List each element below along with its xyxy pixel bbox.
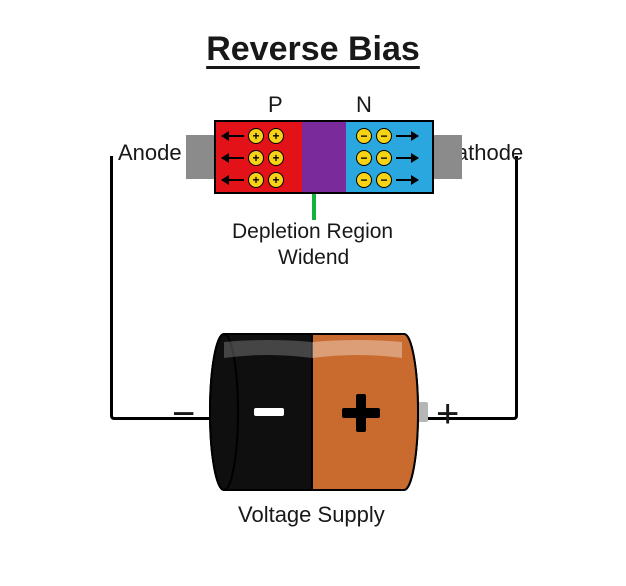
hole-carrier: + bbox=[268, 128, 284, 144]
pn-junction-diode: + + + + + + − − − − bbox=[186, 120, 462, 194]
minus-sign: − bbox=[172, 392, 195, 437]
pn-junction: + + + + + + − − − − bbox=[214, 120, 434, 194]
p-label: P bbox=[268, 92, 283, 118]
arrow-right-icon bbox=[396, 157, 418, 159]
plus-sign: + bbox=[436, 392, 459, 437]
arrow-right-icon bbox=[396, 135, 418, 137]
depletion-pointer bbox=[312, 194, 316, 220]
p-region: + + + + + + bbox=[216, 122, 302, 192]
hole-carrier: + bbox=[248, 172, 264, 188]
diagram-title: Reverse Bias bbox=[206, 30, 420, 69]
depletion-region bbox=[302, 122, 346, 192]
hole-carrier: + bbox=[248, 128, 264, 144]
cathode-terminal bbox=[434, 135, 462, 179]
arrow-left-icon bbox=[222, 135, 244, 137]
hole-carrier: + bbox=[248, 150, 264, 166]
electron-carrier: − bbox=[376, 128, 392, 144]
voltage-supply-label: Voltage Supply bbox=[238, 502, 385, 528]
anode-terminal bbox=[186, 135, 214, 179]
arrow-left-icon bbox=[222, 157, 244, 159]
hole-carrier: + bbox=[268, 150, 284, 166]
electron-carrier: − bbox=[376, 150, 392, 166]
electron-carrier: − bbox=[376, 172, 392, 188]
arrow-right-icon bbox=[396, 179, 418, 181]
electron-carrier: − bbox=[356, 128, 372, 144]
battery-voltage-supply bbox=[204, 328, 428, 496]
electron-carrier: − bbox=[356, 172, 372, 188]
arrow-left-icon bbox=[222, 179, 244, 181]
depletion-label-line2: Widend bbox=[278, 246, 349, 270]
n-region: − − − − − − bbox=[346, 122, 432, 192]
electron-carrier: − bbox=[356, 150, 372, 166]
n-label: N bbox=[356, 92, 372, 118]
anode-label: Anode bbox=[118, 140, 182, 166]
hole-carrier: + bbox=[268, 172, 284, 188]
depletion-label-line1: Depletion Region bbox=[232, 220, 393, 244]
